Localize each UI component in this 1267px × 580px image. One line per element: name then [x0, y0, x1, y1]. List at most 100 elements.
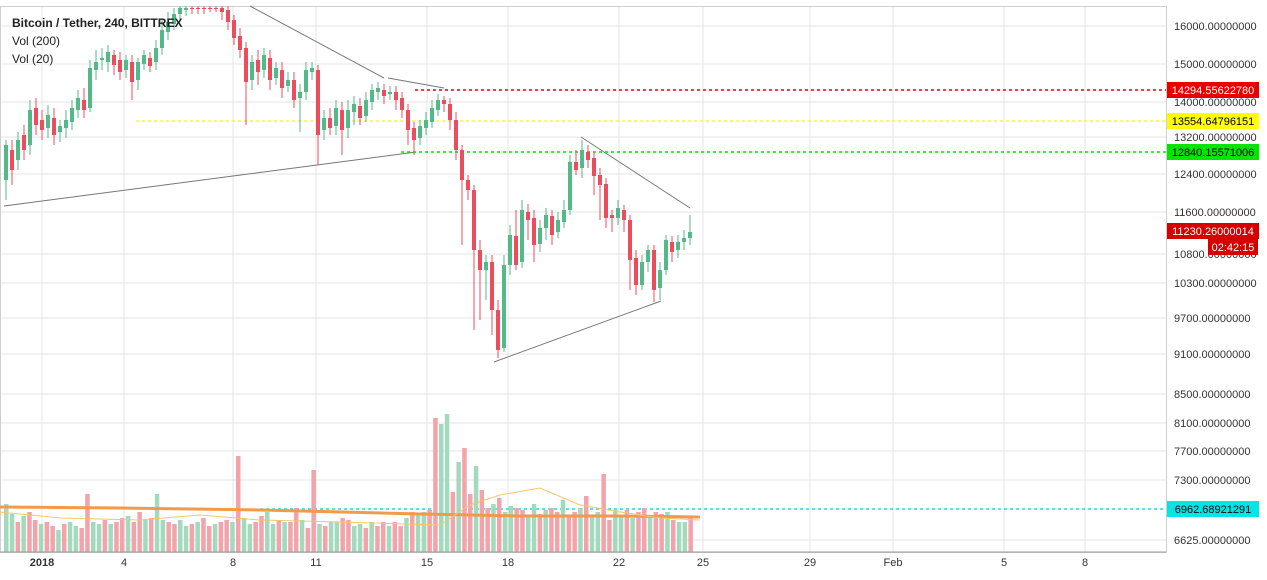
- volume-bar: [584, 496, 589, 552]
- candle-body: [406, 110, 410, 130]
- volume-bar: [479, 490, 485, 552]
- volume-bar: [363, 528, 369, 552]
- candle-body: [550, 216, 554, 235]
- trendline-lower-left: [3, 151, 417, 207]
- price-tick-label: 11600.00000000: [1174, 207, 1256, 219]
- level-label-green: 12840.15571006: [1167, 144, 1259, 160]
- volume-bar: [636, 512, 641, 552]
- trend-lines[interactable]: [3, 5, 691, 363]
- price-tick-label: 8500.00000000: [1174, 389, 1250, 401]
- volume-20-label[interactable]: Vol (20): [12, 52, 54, 66]
- candle-body: [310, 68, 314, 72]
- volume-bar: [276, 520, 282, 552]
- volume-bar: [659, 514, 664, 552]
- candle-body: [382, 90, 386, 96]
- volume-bar: [44, 522, 50, 552]
- volume-bar: [102, 520, 108, 552]
- volume-bar: [334, 522, 340, 552]
- candle-body: [232, 20, 236, 38]
- candle-body: [280, 70, 284, 88]
- price-axis[interactable]: 16000.00000000 15000.00000000 14000.000000…: [1174, 21, 1257, 547]
- volume-bar: [149, 518, 154, 552]
- candle-body: [598, 175, 602, 185]
- candle-body: [568, 162, 572, 210]
- volume-bar: [502, 512, 508, 552]
- candle-body: [544, 215, 548, 228]
- trendline-triangle-bottom: [493, 300, 662, 363]
- candle-body: [346, 110, 350, 128]
- volume-bar: [241, 518, 247, 552]
- candlesticks: [4, 6, 692, 358]
- candle-body: [10, 150, 14, 170]
- candle-body: [154, 48, 158, 62]
- volume-bar: [247, 524, 253, 552]
- candle-body: [646, 250, 650, 262]
- time-axis[interactable]: 2018 4 8 11 15 18 22 25 29 Feb 5 8: [0, 551, 1166, 569]
- volume-bar: [555, 512, 560, 552]
- volume-bar: [305, 528, 311, 552]
- horizontal-levels[interactable]: [136, 89, 1166, 510]
- candle-body: [592, 158, 596, 176]
- volume-bar: [259, 516, 264, 552]
- candle-body: [676, 242, 680, 250]
- candle-body: [220, 8, 224, 12]
- symbol-title: Bitcoin / Tether, 240, BITTREX: [12, 16, 183, 30]
- candle-body: [88, 68, 92, 108]
- volume-bar: [618, 516, 624, 552]
- volume-bar: [299, 520, 305, 552]
- candle-body: [100, 58, 104, 60]
- volume-bar: [85, 494, 90, 552]
- price-tick-label: 7300.00000000: [1174, 475, 1250, 487]
- candle-body: [328, 118, 332, 128]
- candle-body: [658, 270, 662, 288]
- candle-body: [466, 180, 470, 190]
- volume-bar: [33, 520, 38, 552]
- level-label-cyan-bg: [1167, 501, 1259, 517]
- candle-body: [460, 150, 464, 180]
- candle-body: [166, 22, 170, 32]
- candle-body: [532, 218, 536, 245]
- candle-body: [40, 120, 44, 130]
- candle-body: [364, 100, 368, 116]
- volume-bar: [642, 508, 647, 552]
- time-tick-label: 4: [121, 557, 127, 569]
- volume-bar: [468, 494, 473, 552]
- candle-body: [58, 126, 62, 132]
- volume-bar: [392, 522, 398, 552]
- candle-body: [76, 98, 80, 110]
- price-tick-label: 14000.00000000: [1174, 97, 1257, 109]
- candle-body: [376, 88, 380, 92]
- volume-bar: [38, 524, 44, 552]
- candle-body: [274, 68, 278, 78]
- candle-body: [424, 120, 428, 128]
- volume-bar: [676, 522, 682, 552]
- trendline-upper-left: [249, 5, 385, 79]
- candle-body: [112, 55, 116, 65]
- candle-body: [394, 92, 398, 100]
- volume-bar: [682, 522, 688, 552]
- candle-body: [190, 8, 194, 9]
- volume-bar: [120, 518, 125, 552]
- volume-bar: [578, 508, 583, 552]
- candle-body: [502, 265, 506, 348]
- candle-body: [22, 135, 26, 150]
- candle-body: [148, 58, 152, 66]
- candle-body: [484, 262, 488, 270]
- candle-body: [670, 242, 674, 252]
- volume-200-label[interactable]: Vol (200): [12, 34, 61, 48]
- candle-body: [304, 70, 308, 92]
- volume-bar: [520, 510, 525, 552]
- candle-body: [652, 250, 656, 290]
- level-label-green-text: 12840.15571006: [1172, 147, 1255, 159]
- trendline-upper-mid: [387, 77, 445, 89]
- level-label-green-bg: [1167, 144, 1259, 160]
- volume-bar: [352, 526, 357, 552]
- volume-moving-averages: [0, 487, 701, 526]
- chart-legend: Bitcoin / Tether, 240, BITTREX Vol (200)…: [12, 14, 182, 68]
- candle-body: [244, 48, 248, 82]
- candle-body: [292, 80, 296, 100]
- candle-body: [688, 232, 692, 238]
- axis-labels: 14294.55622780 13554.64796151 12840.155710…: [1167, 82, 1259, 517]
- candle-body: [616, 208, 620, 218]
